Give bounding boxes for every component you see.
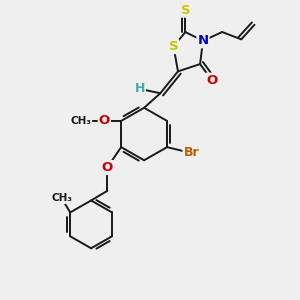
Text: O: O [102,161,113,174]
Text: O: O [99,114,110,128]
Text: CH₃: CH₃ [70,116,91,126]
Text: S: S [181,4,190,17]
Text: Br: Br [183,146,199,160]
Text: CH₃: CH₃ [51,193,72,203]
Text: O: O [206,74,218,87]
Text: S: S [169,40,178,53]
Text: N: N [197,34,208,47]
Text: H: H [134,82,145,95]
